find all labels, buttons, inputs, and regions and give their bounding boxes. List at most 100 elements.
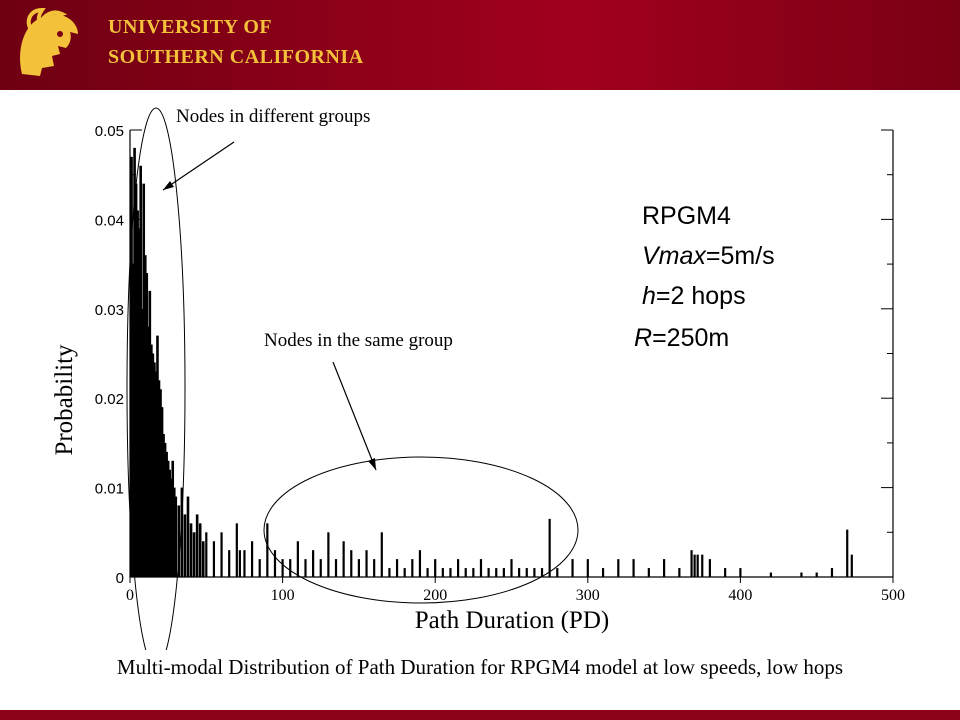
bar [434, 559, 437, 577]
vmax-label: Vmax=5m/s [642, 242, 775, 271]
bar [411, 559, 414, 577]
bar [289, 559, 292, 577]
bar [166, 460, 170, 577]
different-groups-ellipse [126, 107, 186, 650]
bar [350, 550, 353, 577]
bar [365, 550, 368, 577]
bar [327, 532, 330, 577]
model-label: RPGM4 [642, 202, 731, 230]
bar [212, 541, 216, 577]
bar [238, 550, 241, 577]
bar [449, 568, 452, 577]
bar [201, 541, 205, 577]
r-symbol: R [634, 324, 653, 352]
x-tick-label: 200 [423, 587, 447, 604]
bar [518, 568, 521, 577]
bar [586, 559, 589, 577]
bar [601, 568, 605, 577]
bar [693, 554, 696, 577]
bar [769, 572, 773, 577]
bar [395, 559, 399, 577]
bar [373, 559, 376, 577]
x-tick-label: 400 [728, 587, 752, 604]
x-axis-label: Path Duration (PD) [415, 607, 609, 634]
bar [850, 554, 853, 577]
bar [148, 290, 152, 577]
bar [258, 559, 261, 577]
bar [145, 273, 149, 577]
bar [296, 541, 299, 577]
annotation-overlays [126, 107, 579, 650]
annotation-different-groups: Nodes in different groups [176, 106, 371, 127]
hops-label: h=2 hops [642, 282, 746, 311]
bar [250, 541, 254, 577]
bar [464, 568, 467, 577]
bar [162, 433, 165, 577]
bar [198, 523, 202, 577]
bar [540, 568, 544, 577]
bar [243, 550, 246, 577]
y-axis-label: Probability [51, 344, 78, 456]
x-tick-label: 300 [576, 587, 600, 604]
bar [171, 460, 175, 577]
bar [189, 523, 193, 577]
bar [380, 532, 383, 577]
tick-labels: 0 100 200 300 400 500 0 0.01 0.02 0.03 0.04 0.05 [95, 123, 905, 604]
different-groups-arrow [162, 141, 235, 191]
bar [456, 559, 460, 577]
bar [647, 568, 650, 577]
y-tick-label: 0.05 [95, 123, 124, 140]
bar [157, 380, 161, 577]
bar [154, 371, 158, 577]
bar [177, 505, 181, 577]
bar [183, 514, 187, 577]
bar [739, 568, 742, 577]
different-groups-arrowhead [163, 181, 174, 190]
bar [136, 210, 139, 577]
bar [228, 550, 231, 577]
bar [160, 407, 164, 577]
x-tick-label: 0 [126, 587, 134, 604]
university-header: UNIVERSITY OF SOUTHERN CALIFORNIA [0, 0, 960, 90]
bar [441, 568, 444, 577]
y-tick-label: 0 [116, 570, 124, 587]
bar [147, 326, 150, 577]
slide-caption: Multi-modal Distribution of Path Duratio… [116, 655, 844, 679]
bar-series [130, 147, 853, 577]
bar [357, 559, 360, 577]
r-value: =250m [652, 324, 730, 352]
y-tick-label: 0.01 [95, 481, 124, 498]
bar [180, 487, 184, 577]
bar [319, 559, 322, 577]
bar [800, 572, 803, 577]
bar [334, 559, 338, 577]
path-duration-chart: 0 100 200 300 400 500 0 0.01 0.02 0.03 0.04 0.05 Pa… [51, 107, 905, 650]
h-symbol: h [642, 282, 656, 310]
bar [281, 559, 284, 577]
bar [186, 496, 190, 577]
bar [388, 568, 391, 577]
bar [525, 568, 528, 577]
axis-ticks [129, 129, 894, 583]
bar [137, 228, 141, 577]
bar [133, 147, 136, 577]
bar [139, 165, 142, 577]
bar [426, 568, 429, 577]
bar [220, 532, 223, 577]
bar [131, 264, 135, 577]
same-group-arrow [332, 361, 377, 471]
bar [156, 335, 159, 577]
h-value: =2 hops [655, 282, 746, 310]
bar [172, 487, 176, 577]
bar [163, 442, 167, 577]
bar [701, 554, 704, 577]
bar [617, 559, 620, 577]
bar [632, 559, 635, 577]
bar [150, 344, 153, 577]
bar [192, 532, 196, 577]
bar [153, 362, 156, 577]
bar [165, 451, 168, 577]
bar [312, 550, 315, 577]
bar [205, 532, 208, 577]
bar [342, 541, 345, 577]
